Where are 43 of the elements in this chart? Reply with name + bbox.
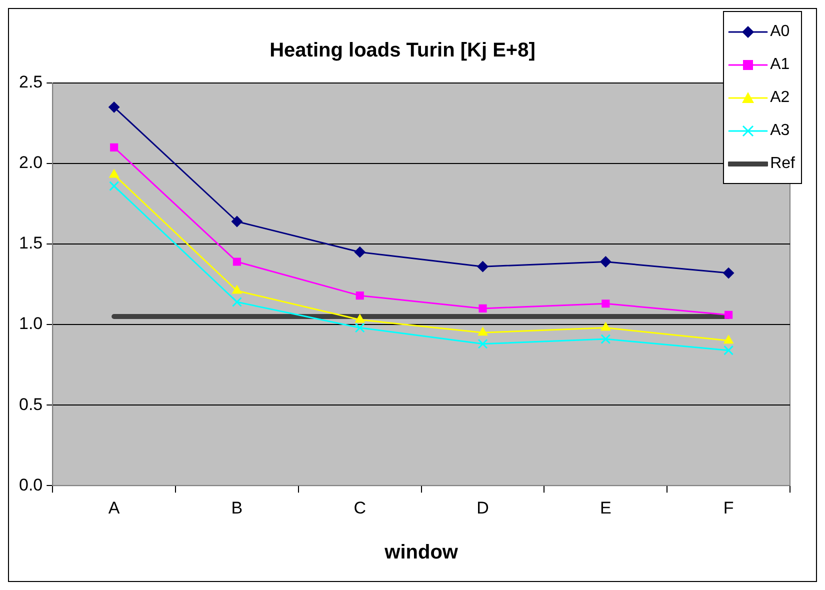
point bbox=[600, 322, 610, 331]
x-tick-label: E bbox=[600, 498, 612, 518]
point bbox=[478, 304, 487, 312]
x-tick-label: B bbox=[231, 498, 243, 518]
y-tick-label: 1.0 bbox=[18, 314, 43, 334]
legend-label: A0 bbox=[770, 22, 790, 40]
point bbox=[356, 292, 364, 300]
point bbox=[600, 334, 611, 344]
chart-title: Heating loads Turin [Kj E+8] bbox=[270, 40, 536, 62]
point bbox=[109, 181, 120, 192]
x-tick-label: D bbox=[476, 498, 489, 518]
legend-label: Ref bbox=[770, 154, 795, 172]
legend-label: A3 bbox=[770, 122, 790, 140]
x-axis-title: window bbox=[384, 542, 458, 564]
point bbox=[478, 327, 488, 336]
point bbox=[602, 300, 610, 308]
legend-label: A2 bbox=[770, 88, 790, 106]
point bbox=[110, 143, 118, 152]
point bbox=[600, 256, 612, 268]
x-tick-label: C bbox=[354, 498, 366, 518]
point bbox=[232, 285, 242, 294]
point bbox=[355, 314, 365, 323]
point bbox=[232, 297, 242, 308]
point bbox=[231, 216, 242, 227]
point bbox=[232, 258, 242, 266]
x-tick-label: F bbox=[723, 498, 734, 518]
y-tick-label: 2.0 bbox=[18, 153, 43, 172]
point bbox=[724, 345, 734, 356]
y-tick-label: 0.5 bbox=[18, 394, 43, 414]
point bbox=[109, 169, 119, 178]
point bbox=[108, 102, 120, 113]
point bbox=[723, 268, 734, 279]
point bbox=[724, 310, 733, 319]
point bbox=[354, 322, 365, 333]
y-tick-label: 1.5 bbox=[18, 234, 43, 253]
point bbox=[724, 335, 734, 344]
point bbox=[478, 338, 488, 349]
point bbox=[477, 261, 488, 272]
y-tick-label: 2.5 bbox=[18, 72, 43, 92]
legend-label: A1 bbox=[770, 56, 790, 74]
point bbox=[354, 246, 366, 258]
x-tick-label: A bbox=[108, 498, 120, 518]
y-tick-label: 0.0 bbox=[18, 475, 43, 494]
